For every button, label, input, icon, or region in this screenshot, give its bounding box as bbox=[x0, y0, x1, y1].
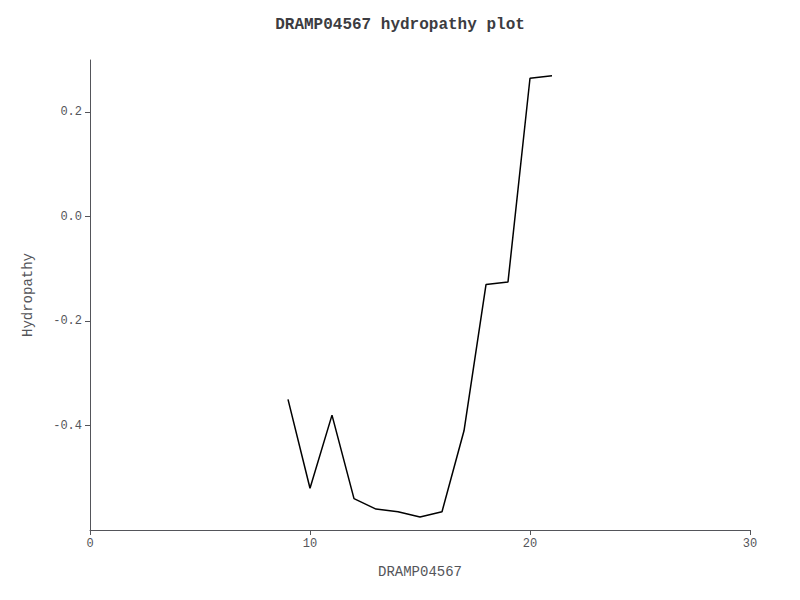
svg-text:DRAMP04567 hydropathy plot: DRAMP04567 hydropathy plot bbox=[275, 16, 525, 34]
svg-text:30: 30 bbox=[743, 537, 757, 551]
svg-text:0.0: 0.0 bbox=[60, 210, 82, 224]
svg-text:-0.2: -0.2 bbox=[53, 314, 82, 328]
svg-text:0.2: 0.2 bbox=[60, 105, 82, 119]
svg-text:20: 20 bbox=[523, 537, 537, 551]
svg-text:DRAMP04567: DRAMP04567 bbox=[378, 564, 462, 580]
svg-text:-0.4: -0.4 bbox=[53, 419, 82, 433]
svg-text:0: 0 bbox=[86, 537, 93, 551]
svg-text:10: 10 bbox=[303, 537, 317, 551]
svg-text:Hydropathy: Hydropathy bbox=[20, 253, 36, 337]
